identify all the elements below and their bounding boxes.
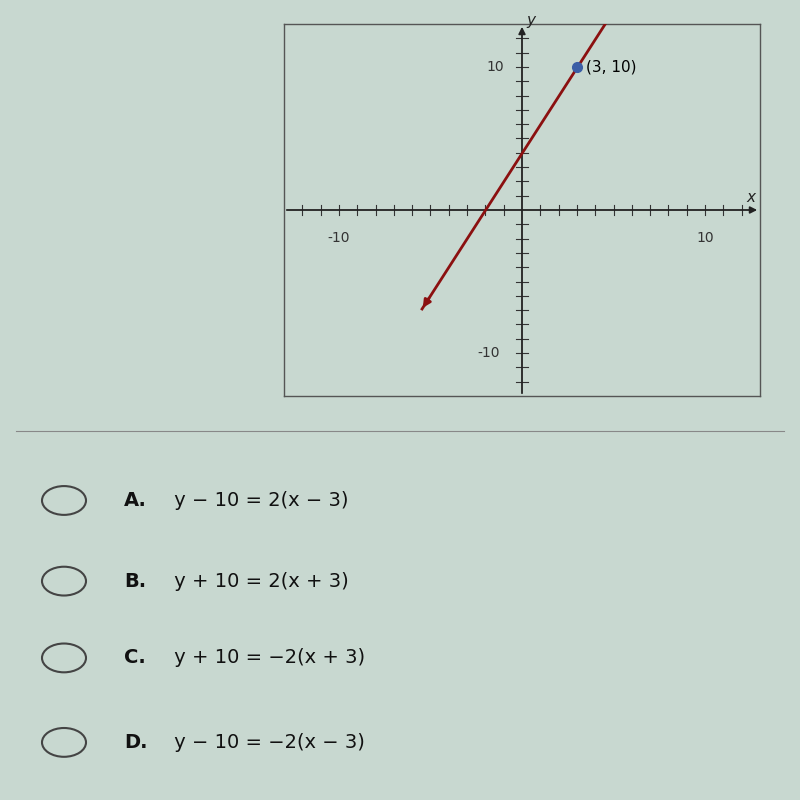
Text: D.: D.: [124, 733, 147, 752]
Text: A.: A.: [124, 491, 147, 510]
Text: -10: -10: [478, 346, 500, 360]
Text: C.: C.: [124, 649, 146, 667]
Text: (3, 10): (3, 10): [586, 59, 637, 74]
Text: x: x: [746, 190, 755, 205]
Text: -10: -10: [328, 231, 350, 246]
Text: y − 10 = 2(x − 3): y − 10 = 2(x − 3): [168, 491, 349, 510]
Text: y + 10 = −2(x + 3): y + 10 = −2(x + 3): [168, 649, 365, 667]
Text: y + 10 = 2(x + 3): y + 10 = 2(x + 3): [168, 572, 349, 590]
Text: 10: 10: [486, 60, 504, 74]
Text: B.: B.: [124, 572, 146, 590]
Text: y − 10 = −2(x − 3): y − 10 = −2(x − 3): [168, 733, 365, 752]
Text: 10: 10: [696, 231, 714, 246]
Text: y: y: [526, 14, 536, 28]
